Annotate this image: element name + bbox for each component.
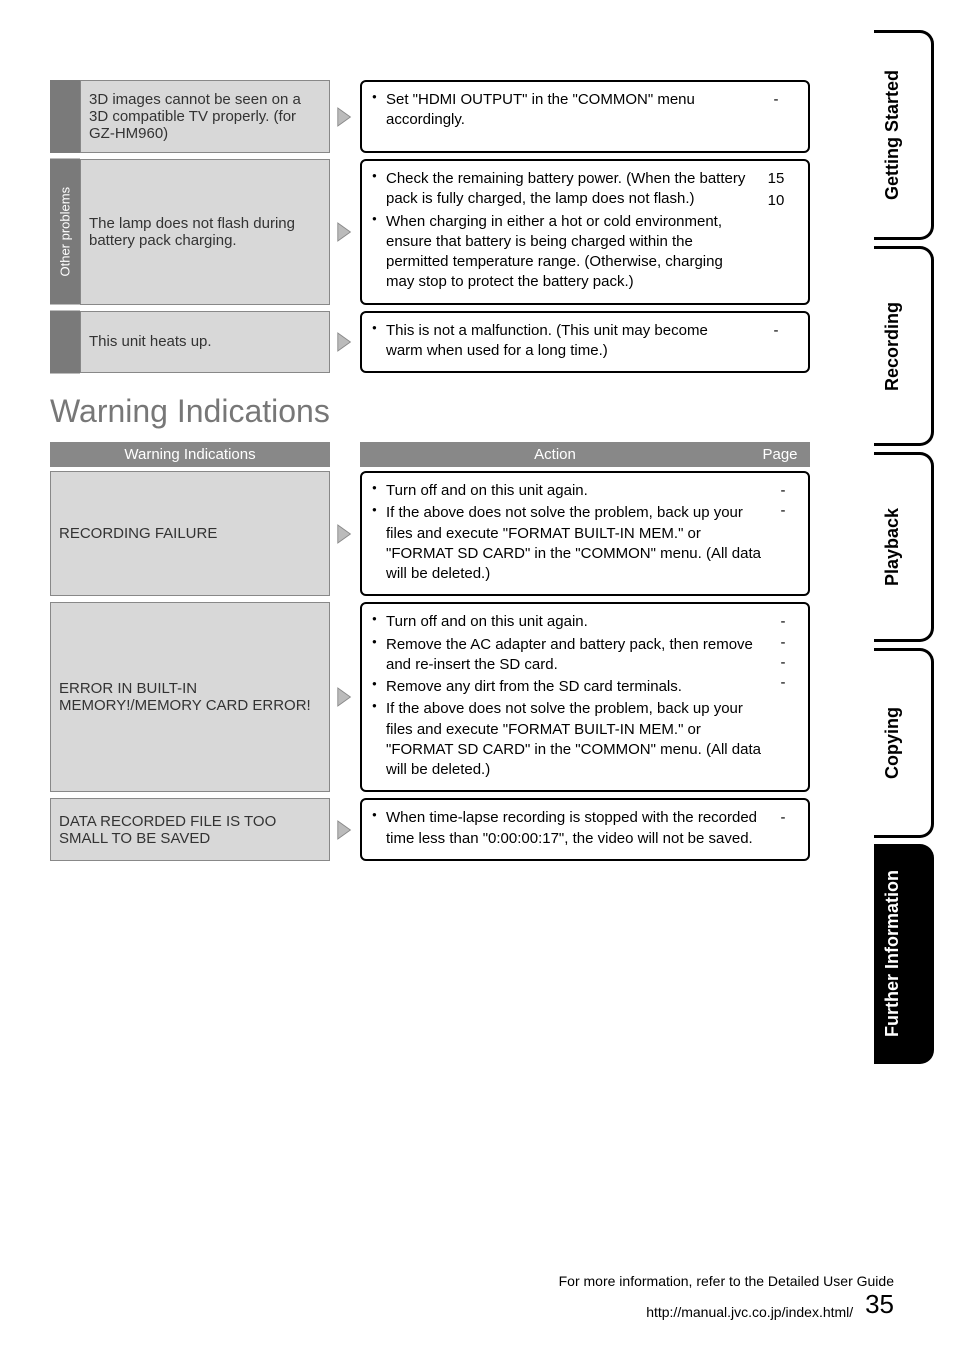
action-cell: Turn off and on this unit again.If the a… [360, 471, 810, 596]
action-item: Remove the AC adapter and battery pack, … [386, 635, 768, 676]
side-tab[interactable]: Playback [874, 452, 934, 642]
footer: For more information, refer to the Detai… [559, 1273, 894, 1320]
side-tab[interactable]: Getting Started [874, 30, 934, 240]
warning-row: ERROR IN BUILT-IN MEMORY!/MEMORY CARD ER… [50, 602, 810, 792]
side-tab[interactable]: Copying [874, 648, 934, 838]
warning-cell: DATA RECORDED FILE IS TOO SMALL TO BE SA… [50, 798, 330, 861]
warning-header-row: Warning Indications Action Page [50, 442, 810, 467]
side-tab[interactable]: Recording [874, 246, 934, 446]
action-item: If the above does not solve the problem,… [386, 503, 768, 584]
troubleshoot-table: 3D images cannot be seen on a 3D compati… [50, 80, 810, 373]
action-item: Turn off and on this unit again. [386, 481, 768, 501]
warning-cell: RECORDING FAILURE [50, 471, 330, 596]
page-number: 35 [865, 1289, 894, 1320]
solution-text: Check the remaining battery power. (When… [372, 169, 748, 295]
solution-text: Set "HDMI OUTPUT" in the "COMMON" menu a… [372, 90, 748, 143]
warning-cell: ERROR IN BUILT-IN MEMORY!/MEMORY CARD ER… [50, 602, 330, 792]
solution-page-ref: - [754, 90, 798, 110]
troubleshoot-row: This unit heats up. This is not a malfunc… [50, 311, 810, 374]
troubleshoot-row: 3D images cannot be seen on a 3D compati… [50, 80, 810, 153]
solution-item: Check the remaining battery power. (When… [386, 169, 748, 210]
solution-text: This is not a malfunction. (This unit ma… [372, 321, 748, 364]
arrow-icon [330, 159, 360, 305]
solution-item: This is not a malfunction. (This unit ma… [386, 321, 748, 362]
solution-page-col: - [748, 90, 798, 143]
footer-line1: For more information, refer to the Detai… [559, 1273, 894, 1289]
warning-section-title: Warning Indications [50, 393, 810, 430]
solution-page-col: - [748, 321, 798, 364]
action-page-ref: - [768, 633, 798, 653]
arrow-icon [330, 798, 360, 861]
problem-cell: The lamp does not flash during battery p… [80, 159, 330, 305]
warning-header-warn: Warning Indications [50, 442, 330, 467]
solution-cell: This is not a malfunction. (This unit ma… [360, 311, 810, 374]
action-page-ref: - [768, 673, 798, 693]
warning-row: DATA RECORDED FILE IS TOO SMALL TO BE SA… [50, 798, 810, 861]
action-page-ref: - [768, 612, 798, 632]
footer-line2: http://manual.jvc.co.jp/index.html/ [646, 1304, 853, 1320]
arrow-icon [330, 471, 360, 596]
warning-table: RECORDING FAILURE Turn off and on this un… [50, 471, 810, 861]
solution-page-ref: 10 [754, 191, 798, 211]
category-cell [50, 311, 80, 374]
action-page-col: -- [768, 481, 798, 586]
solution-item: When charging in either a hot or cold en… [386, 212, 748, 293]
action-item: Remove any dirt from the SD card termina… [386, 677, 768, 697]
side-tabs: Getting StartedRecordingPlaybackCopyingF… [874, 30, 934, 1064]
action-page-ref: - [768, 808, 798, 828]
action-page-ref: - [768, 653, 798, 673]
action-cell: Turn off and on this unit again. Remove t… [360, 602, 810, 792]
action-page-col: - [768, 808, 798, 851]
action-text: Turn off and on this unit again. Remove t… [372, 612, 768, 782]
side-tab[interactable]: Further Information [874, 844, 934, 1064]
action-text: When time-lapse recording is stopped wit… [372, 808, 768, 851]
action-item: Turn off and on this unit again. [386, 612, 768, 632]
action-item: When time-lapse recording is stopped wit… [386, 808, 768, 849]
solution-cell: Check the remaining battery power. (When… [360, 159, 810, 305]
action-item: If the above does not solve the problem,… [386, 699, 768, 780]
arrow-icon [330, 602, 360, 792]
solution-page-ref: - [754, 321, 798, 341]
action-text: Turn off and on this unit again.If the a… [372, 481, 768, 586]
solution-item: Set "HDMI OUTPUT" in the "COMMON" menu a… [386, 90, 748, 131]
troubleshoot-row: Other problemsThe lamp does not flash du… [50, 159, 810, 305]
solution-page-col: 1510 [748, 169, 798, 295]
solution-cell: Set "HDMI OUTPUT" in the "COMMON" menu a… [360, 80, 810, 153]
warning-header-page: Page [750, 442, 810, 467]
action-page-ref: - [768, 481, 798, 501]
action-page-ref: - [768, 501, 798, 521]
category-cell [50, 80, 80, 153]
solution-page-ref: 15 [754, 169, 798, 189]
category-cell: Other problems [50, 159, 80, 305]
problem-cell: 3D images cannot be seen on a 3D compati… [80, 80, 330, 153]
action-page-col: ---- [768, 612, 798, 782]
arrow-icon [330, 311, 360, 374]
warning-row: RECORDING FAILURE Turn off and on this un… [50, 471, 810, 596]
arrow-icon [330, 80, 360, 153]
action-cell: When time-lapse recording is stopped wit… [360, 798, 810, 861]
warning-header-action: Action [360, 442, 750, 467]
problem-cell: This unit heats up. [80, 311, 330, 374]
